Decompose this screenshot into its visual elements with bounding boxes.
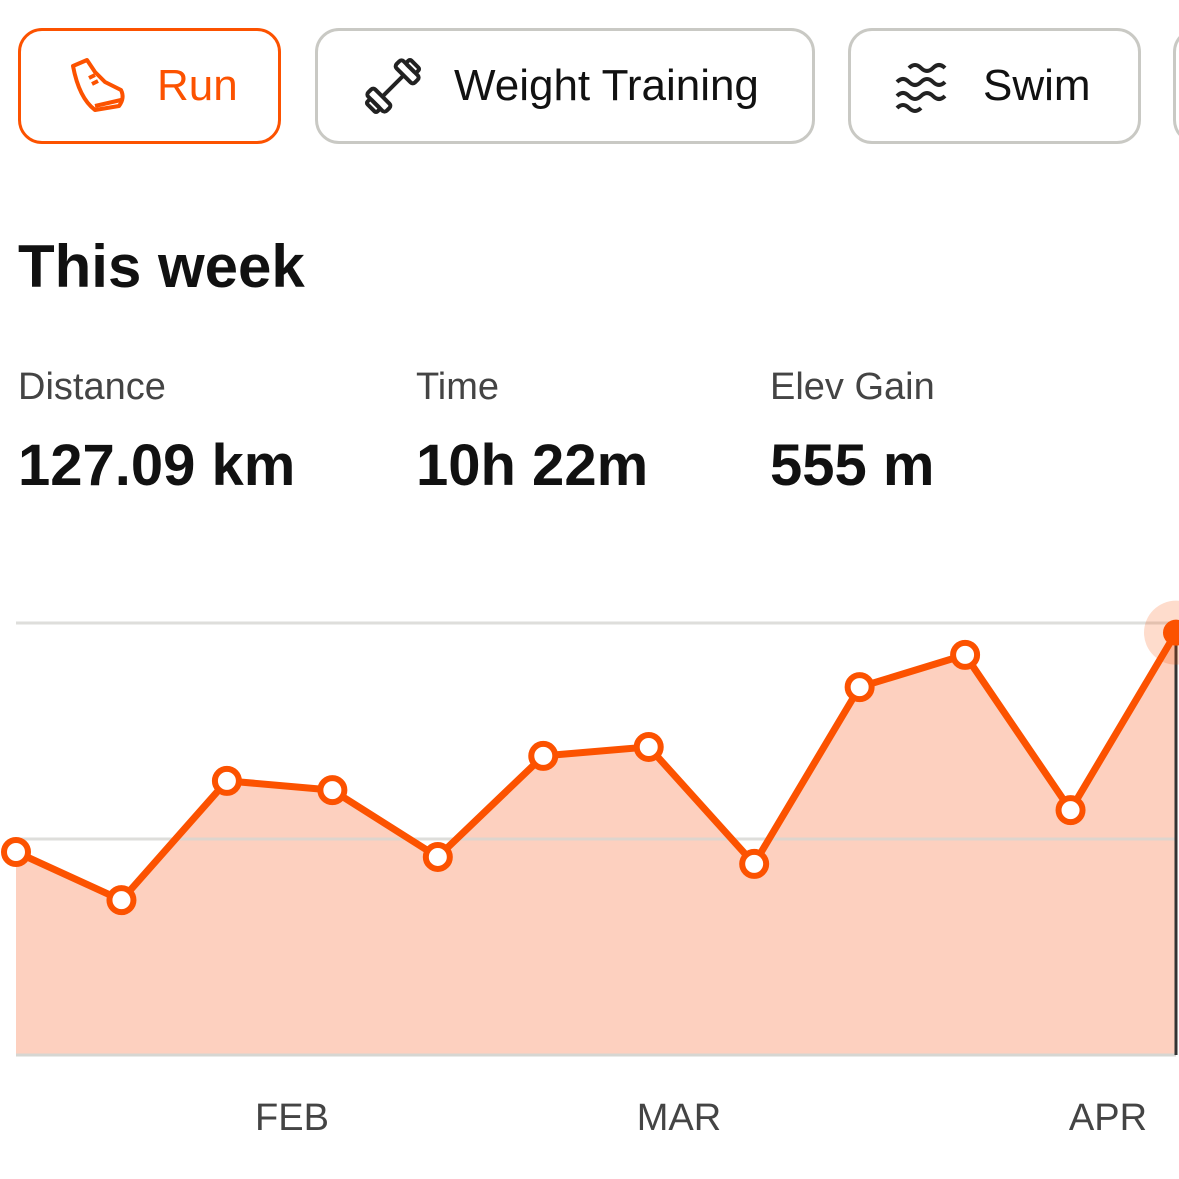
point bbox=[528, 740, 559, 771]
tab-label: Swim bbox=[983, 61, 1091, 110]
point bbox=[950, 639, 981, 670]
area-fill bbox=[16, 632, 1176, 1055]
heading: This week bbox=[18, 233, 305, 300]
highlight-halo bbox=[1144, 600, 1179, 665]
point bbox=[1, 836, 31, 867]
stat-label: Elev Gain bbox=[770, 366, 935, 408]
tab-label: Run bbox=[157, 61, 238, 110]
point bbox=[1055, 795, 1086, 826]
run-icon bbox=[71, 58, 125, 112]
stat-value: 555 m bbox=[770, 433, 935, 498]
swim-icon bbox=[895, 63, 947, 113]
x-tick-label: FEB bbox=[255, 1097, 329, 1139]
tab-swim[interactable]: Swim bbox=[848, 28, 1141, 144]
point bbox=[633, 731, 664, 762]
x-tick-label: APR bbox=[1069, 1097, 1147, 1139]
tab-more[interactable] bbox=[1173, 28, 1179, 144]
x-tick-label: MAR bbox=[637, 1097, 721, 1139]
stat-value: 127.09 km bbox=[18, 433, 296, 498]
series-line bbox=[14, 630, 1179, 904]
stat-label: Distance bbox=[18, 366, 166, 408]
weight-icon bbox=[364, 57, 422, 115]
tab-run[interactable]: Run bbox=[18, 28, 281, 144]
tab-label: Weight Training bbox=[454, 61, 759, 110]
point bbox=[844, 672, 875, 703]
point bbox=[211, 765, 242, 796]
point bbox=[739, 848, 770, 879]
point bbox=[422, 841, 453, 872]
point bbox=[1163, 619, 1179, 646]
stat-label: Time bbox=[416, 366, 500, 408]
point bbox=[317, 775, 348, 806]
tab-weight[interactable]: Weight Training bbox=[315, 28, 815, 144]
stat-value: 10h 22m bbox=[416, 433, 649, 498]
point bbox=[106, 885, 137, 916]
